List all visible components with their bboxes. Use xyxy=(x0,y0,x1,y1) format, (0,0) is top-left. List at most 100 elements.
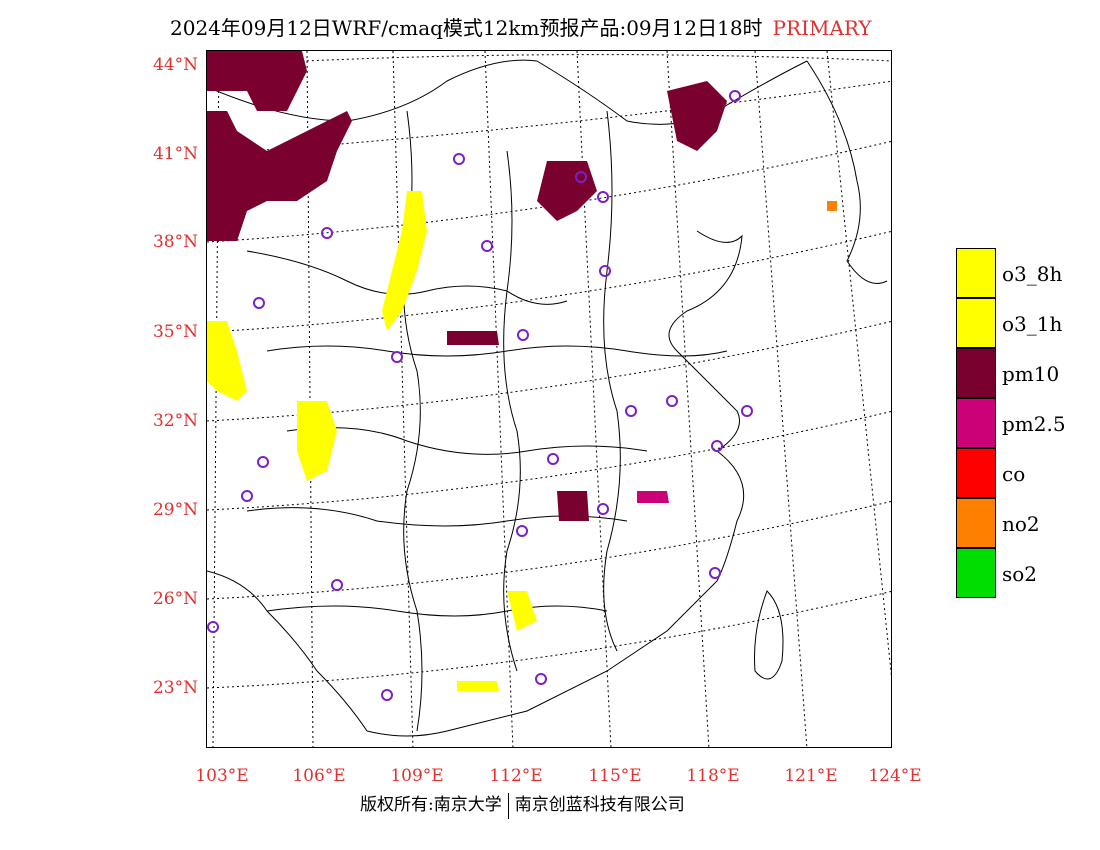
title-accent: PRIMARY xyxy=(772,16,872,40)
station-marker xyxy=(711,440,723,452)
parallel-38 xyxy=(207,140,891,243)
legend-swatch xyxy=(956,348,996,398)
legend-swatch xyxy=(956,248,996,298)
pm10-patch-ne xyxy=(667,81,727,151)
o3-patch-south xyxy=(457,681,499,691)
parallel-41 xyxy=(207,80,891,155)
station-marker xyxy=(597,503,609,515)
meridian-121 xyxy=(754,51,808,747)
legend-label: o3_8h xyxy=(1002,262,1063,286)
lon-label-118: 118°E xyxy=(686,766,740,786)
lat-label-29: 29°N xyxy=(152,500,198,520)
o3-patch-guangdong xyxy=(507,591,537,631)
lat-label-44: 44°N xyxy=(152,55,198,75)
station-marker xyxy=(729,90,741,102)
pm10-patch-center xyxy=(447,331,499,345)
station-marker xyxy=(257,456,269,468)
legend-label: so2 xyxy=(1002,562,1038,586)
footer-separator xyxy=(507,792,509,819)
legend-swatch xyxy=(956,398,996,448)
lat-label-23: 23°N xyxy=(152,678,198,698)
pm25-patch xyxy=(637,491,669,503)
parallel-35 xyxy=(207,230,891,333)
lon-label-124: 124°E xyxy=(868,766,922,786)
o3-patch-central-north xyxy=(382,191,427,331)
meridian-124 xyxy=(826,51,891,677)
lat-label-41: 41°N xyxy=(152,144,198,164)
legend-swatch xyxy=(956,448,996,498)
station-marker xyxy=(535,673,547,685)
province-line-h xyxy=(603,110,621,652)
pm10-patch-nw xyxy=(207,111,352,241)
meridian-109 xyxy=(392,51,414,747)
pm10-patch-south xyxy=(557,491,589,521)
legend-swatch xyxy=(956,548,996,598)
station-marker xyxy=(321,227,333,239)
east-border xyxy=(806,60,888,284)
station-marker xyxy=(575,171,587,183)
taiwan-outline xyxy=(754,590,784,680)
province-line-b xyxy=(266,345,728,357)
legend-swatch xyxy=(956,298,996,348)
station-marker xyxy=(253,297,265,309)
legend-label: o3_1h xyxy=(1002,312,1063,336)
meridian-115 xyxy=(576,51,612,747)
lat-label-38: 38°N xyxy=(152,232,198,252)
station-marker xyxy=(207,621,219,633)
lon-label-115: 115°E xyxy=(588,766,642,786)
station-marker xyxy=(381,689,393,701)
legend-label: co xyxy=(1002,462,1026,486)
legend-label: pm2.5 xyxy=(1002,412,1066,436)
lat-label-32: 32°N xyxy=(152,411,198,431)
station-marker xyxy=(481,240,493,252)
lat-label-35: 35°N xyxy=(152,322,198,342)
province-line-c xyxy=(286,427,648,455)
lon-label-103: 103°E xyxy=(195,766,249,786)
pm10-patch-nw-top xyxy=(207,51,307,111)
other-patches xyxy=(637,201,837,503)
legend-swatch xyxy=(956,498,996,548)
pm10-patches xyxy=(207,51,727,521)
map-title: 2024年09月12日WRF/cmaq模式12km预报产品:09月12日18时 P… xyxy=(170,12,872,41)
province-line-e xyxy=(266,605,608,617)
pm10-patch-beijing xyxy=(537,161,597,221)
copyright-right: 南京创蓝科技有限公司 xyxy=(514,795,685,815)
southwest-border xyxy=(207,570,368,732)
lon-label-112: 112°E xyxy=(489,766,543,786)
station-marker xyxy=(391,351,403,363)
legend-label: pm10 xyxy=(1002,362,1060,386)
parallel-29 xyxy=(207,410,891,511)
parallel-23 xyxy=(207,590,891,689)
coastline xyxy=(366,230,745,737)
station-marker xyxy=(241,490,253,502)
station-marker xyxy=(599,265,611,277)
station-marker xyxy=(666,395,678,407)
copyright-left: 版权所有:南京大学 xyxy=(360,795,502,815)
province-line-a xyxy=(246,250,568,305)
meridian-118 xyxy=(666,51,710,747)
o3-patches xyxy=(207,191,537,691)
legend-label: no2 xyxy=(1002,512,1040,536)
stations xyxy=(207,90,753,701)
map-canvas[interactable] xyxy=(206,50,892,748)
station-marker xyxy=(625,405,637,417)
province-line-g xyxy=(503,150,521,672)
station-marker xyxy=(453,153,465,165)
station-marker xyxy=(547,453,559,465)
lat-label-26: 26°N xyxy=(152,589,198,609)
meridian-112 xyxy=(484,51,514,747)
no2-patch xyxy=(827,201,837,211)
o3-patch-west xyxy=(207,321,247,401)
copyright-footer: 版权所有:南京大学 南京创蓝科技有限公司 xyxy=(360,790,685,819)
station-marker xyxy=(331,579,343,591)
station-marker xyxy=(517,329,529,341)
title-main: 2024年09月12日WRF/cmaq模式12km预报产品:09月12日18时 xyxy=(170,16,763,40)
station-marker xyxy=(709,567,721,579)
lon-label-106: 106°E xyxy=(292,766,346,786)
lon-label-121: 121°E xyxy=(784,766,838,786)
station-marker xyxy=(597,191,609,203)
station-marker xyxy=(516,525,528,537)
lon-label-109: 109°E xyxy=(390,766,444,786)
station-marker xyxy=(741,405,753,417)
o3-patch-sichuan xyxy=(297,401,337,481)
